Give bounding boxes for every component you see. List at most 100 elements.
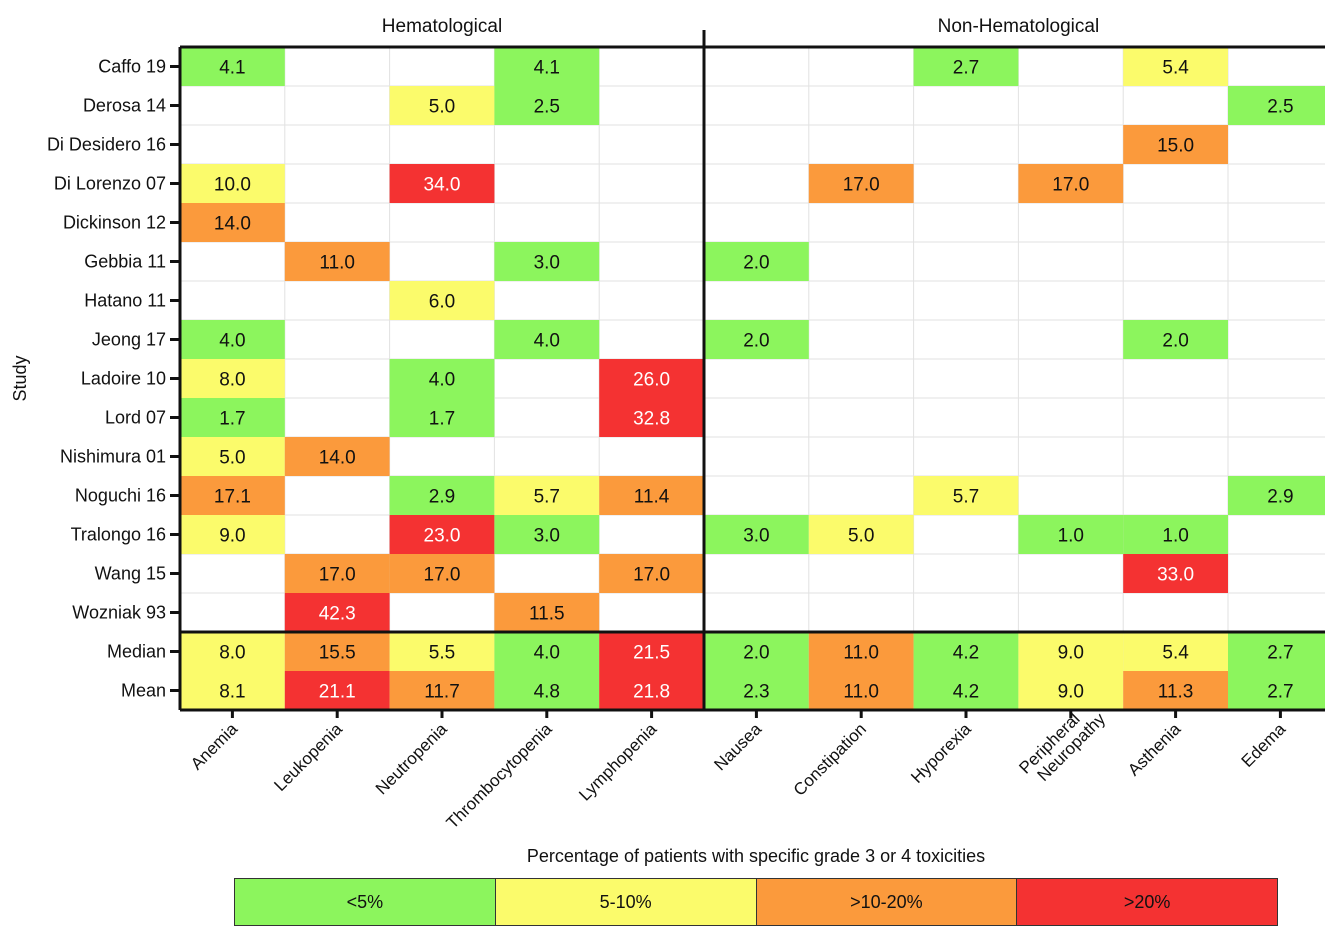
cell-label: 15.0 [1157,136,1194,157]
cell-label: 3.0 [534,526,560,547]
cell-label: 1.0 [1058,526,1084,547]
heatmap-cell [808,515,914,554]
heatmap-cell [180,359,285,398]
cell-label: 21.1 [319,682,356,703]
heatmap-cell [284,593,390,632]
heatmap-cell [180,203,285,242]
cell-label: 2.3 [743,682,769,703]
heatmap-cell [1228,632,1325,671]
cell-label: 17.0 [633,565,670,586]
cell-label: 4.0 [534,643,560,664]
cell-label: 4.2 [953,643,979,664]
cell-label: 5.0 [848,526,874,547]
cell-label: 9.0 [1058,682,1084,703]
legend-item-mid: 5-10% [495,879,757,925]
heatmap-cell [389,476,495,515]
column-label: Anemia [187,719,242,774]
cell-label: 4.0 [534,331,560,352]
heatmap-cell [494,671,600,710]
column-label: Lymphopenia [575,719,661,805]
heatmap-cell [494,86,600,125]
column-label: Nausea [710,719,765,774]
heatmap-cell [913,671,1019,710]
heatmap-cell [1123,671,1228,710]
cell-label: 4.1 [219,58,245,79]
cell-label: 4.1 [534,58,560,79]
heatmap-cell [389,359,495,398]
cell-label: 4.2 [953,682,979,703]
cell-label: 5.0 [429,97,455,118]
cell-label: 32.8 [633,409,670,430]
cell-label: 11.4 [634,487,670,508]
cell-label: 11.0 [843,643,879,664]
legend-item-high: >10-20% [756,879,1018,925]
cell-label: 9.0 [219,526,245,547]
column-label: Thrombocytopenia [443,719,556,832]
cell-label: 5.4 [1162,643,1189,664]
cell-label: 6.0 [429,292,455,313]
cell-label: 9.0 [1058,643,1084,664]
heatmap-cell [1018,632,1124,671]
cell-label: 42.3 [319,604,356,625]
row-label: Jeong 17 [92,330,166,350]
column-label: Neutropenia [372,719,451,798]
heatmap-cell [389,86,495,125]
cell-label: 23.0 [424,526,461,547]
heatmap-cell [180,671,285,710]
column-label: Leukopenia [270,719,346,795]
legend-item-low: <5% [235,879,496,925]
heatmap-cell [913,47,1019,86]
heatmap-cell [1123,47,1228,86]
cell-label: 2.5 [1267,97,1293,118]
column-label: Hyporexia [907,719,975,787]
row-label: Ladoire 10 [81,369,166,389]
column-label: Edema [1238,719,1290,771]
cell-label: 5.7 [953,487,979,508]
row-label: Derosa 14 [83,96,166,116]
row-label: Median [107,642,166,662]
cell-label: 17.1 [214,487,251,508]
heatmap-cell [494,476,600,515]
cell-label: 2.0 [743,331,769,352]
row-label: Hatano 11 [84,291,166,311]
heatmap-cell [284,437,390,476]
row-label: Mean [121,681,166,701]
heatmap-cell [389,515,495,554]
heatmap-cell [389,398,495,437]
y-axis-label: Study [10,355,30,401]
cell-label: 11.5 [529,604,565,625]
cell-label: 15.5 [319,643,356,664]
cell-label: 2.9 [429,487,455,508]
row-label: Wang 15 [95,564,166,584]
legend-title: Percentage of patients with specific gra… [526,846,986,866]
cell-label: 2.9 [1267,487,1293,508]
heatmap-cell [284,554,390,593]
cell-label: 1.7 [219,409,245,430]
cell-label: 3.0 [534,253,560,274]
row-label: Tralongo 16 [71,525,166,545]
row-label: Di Lorenzo 07 [54,174,166,194]
cell-label: 11.3 [1158,682,1194,703]
heatmap-cell [1123,632,1228,671]
heatmap-cell [284,671,390,710]
cell-label: 21.8 [633,682,670,703]
heatmap-cell [599,671,704,710]
heatmap-cell [1228,476,1325,515]
heatmap-cell [1228,86,1325,125]
heatmap-cell [1123,320,1228,359]
heatmap-cell [389,632,495,671]
cell-label: 8.0 [219,370,245,391]
heatmap-cell [180,47,285,86]
column-label: Constipation [790,719,870,799]
heatmap-cell [180,476,285,515]
heatmap-cell [494,242,600,281]
cell-label: 11.7 [424,682,460,703]
legend-item-very-high: >20% [1017,879,1277,925]
heatmap-cell [913,632,1019,671]
heatmap-cell [599,632,704,671]
cell-label: 1.7 [429,409,455,430]
heatmap-cell [494,515,600,554]
cell-label: 2.0 [743,253,769,274]
heatmap-cell [599,359,704,398]
row-label: Gebbia 11 [84,252,166,272]
